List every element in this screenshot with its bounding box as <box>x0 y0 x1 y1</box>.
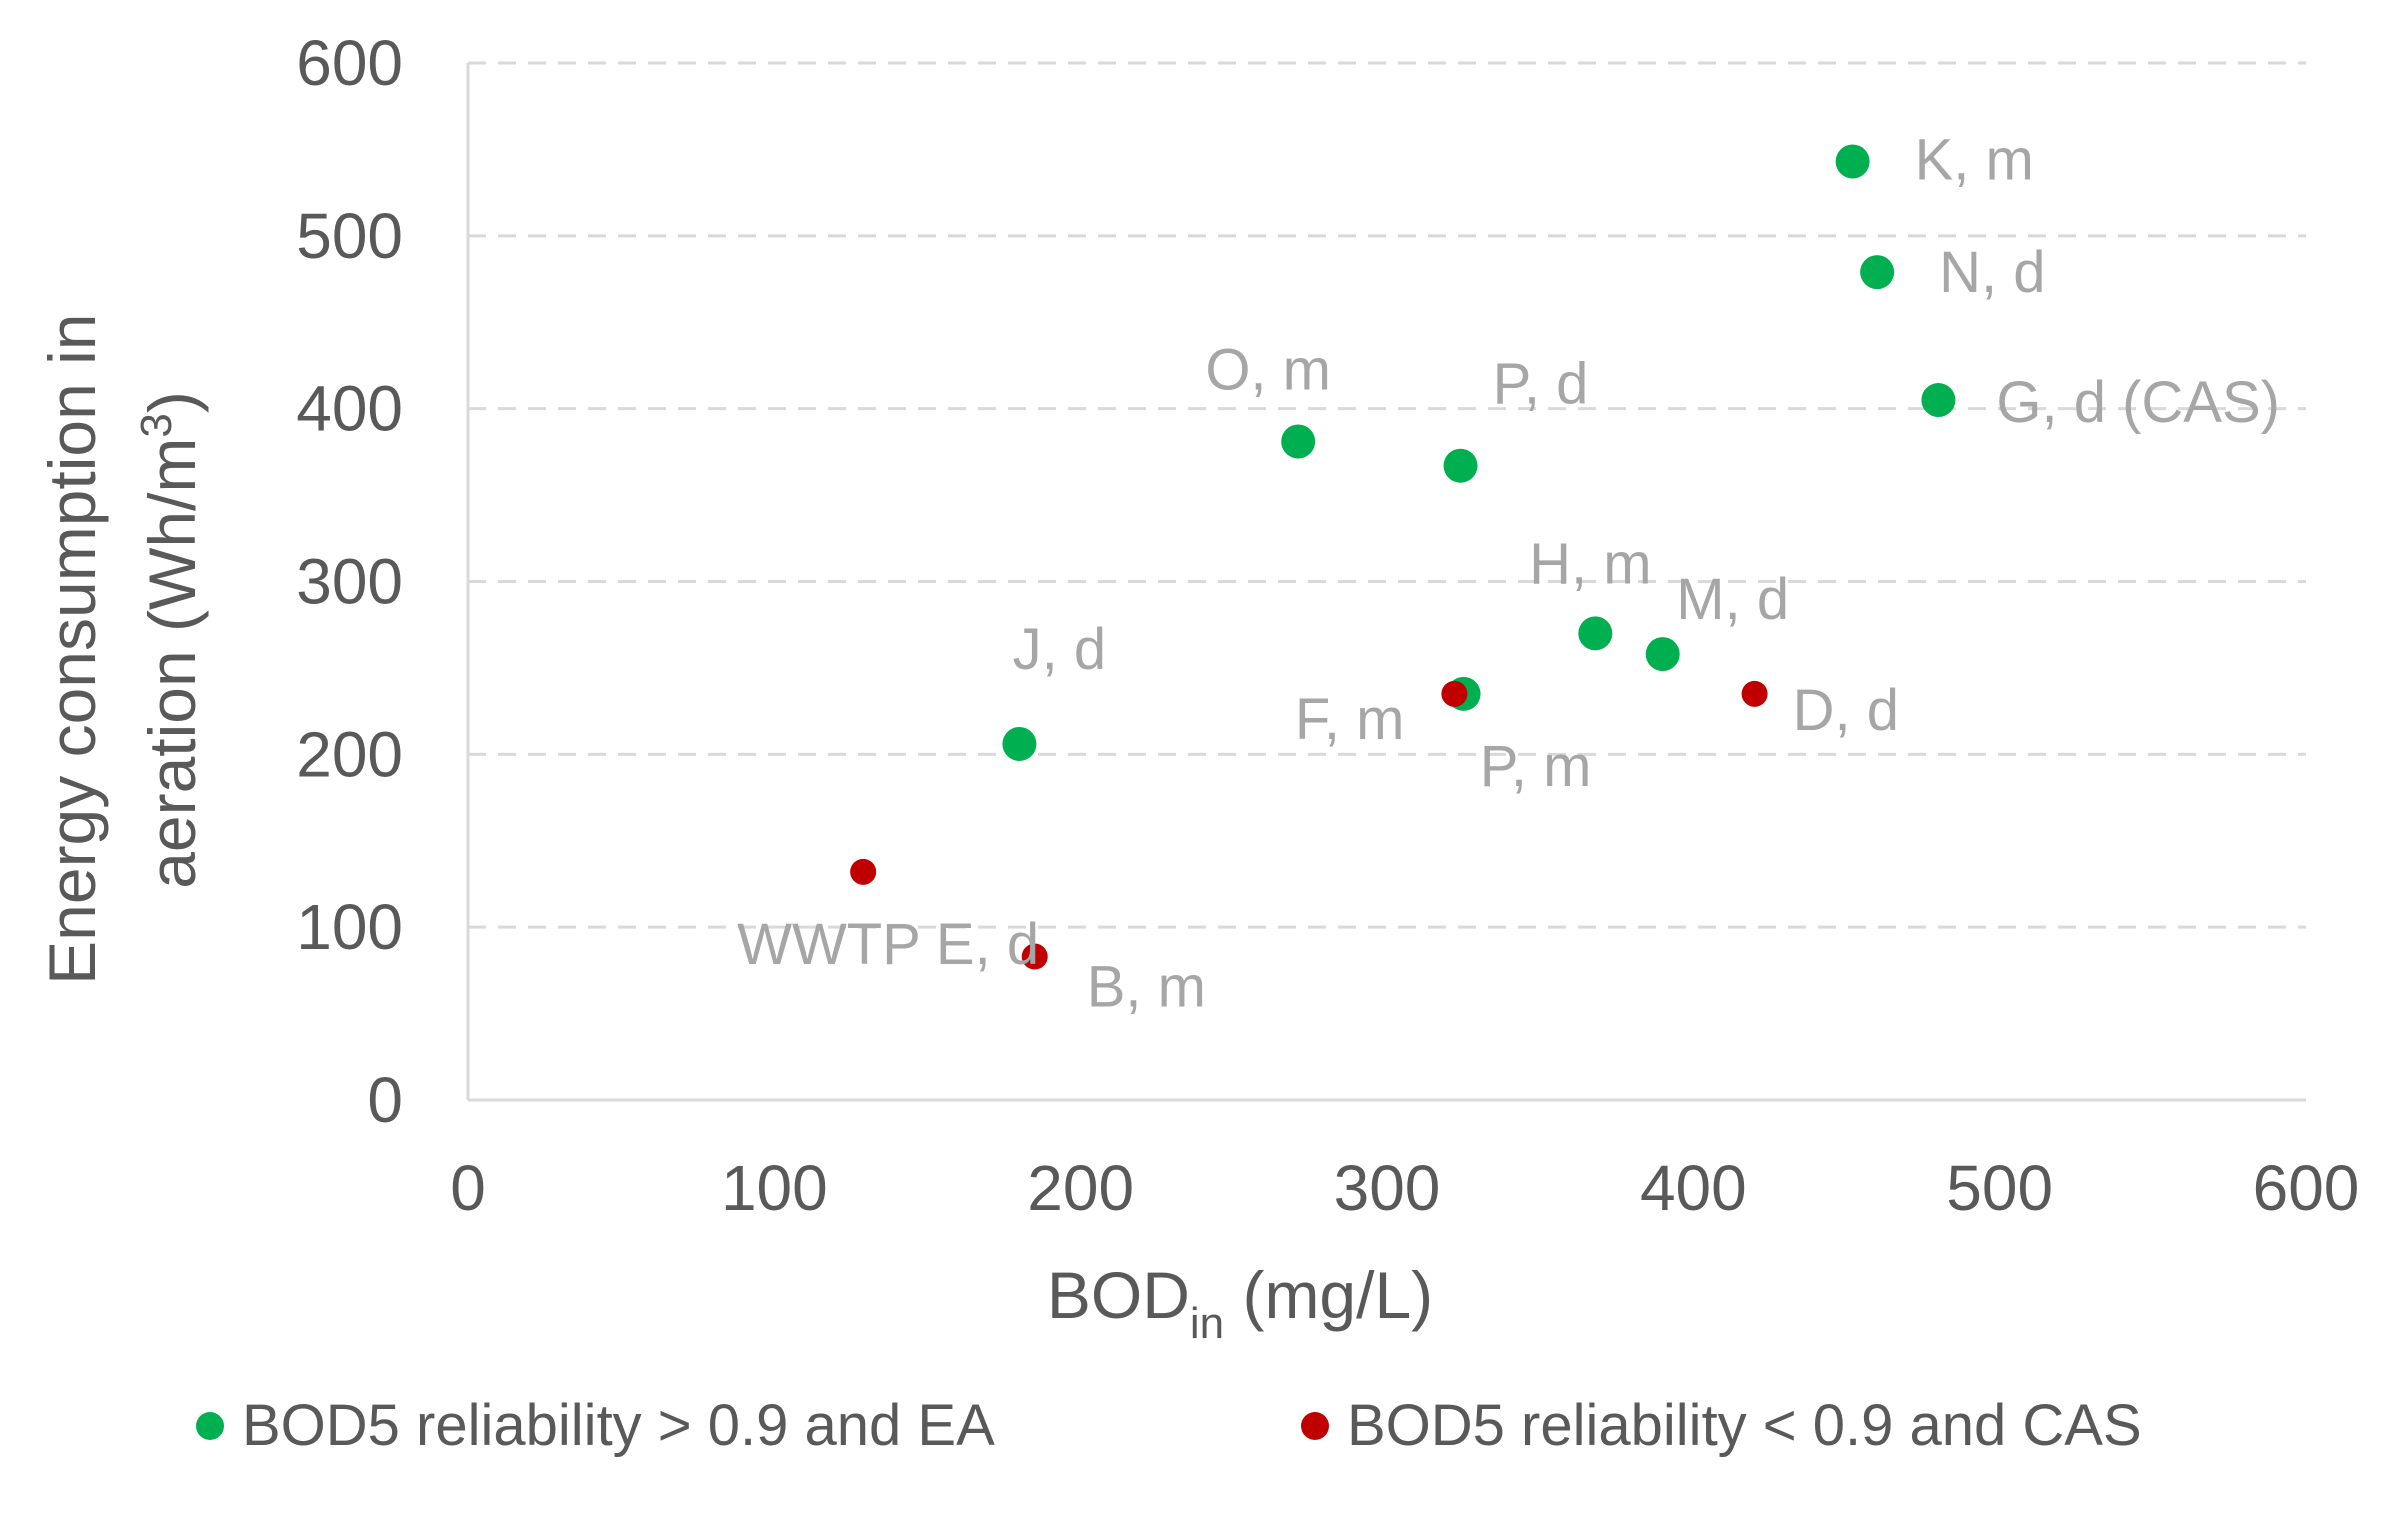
y-tick-label: 0 <box>367 1064 403 1136</box>
data-label: J, d <box>1013 617 1107 682</box>
gridlines <box>468 61 2306 929</box>
legend: BOD5 reliability > 0.9 and EA BOD5 reliab… <box>196 1393 2142 1458</box>
x-tick-label: 100 <box>721 1152 828 1224</box>
axes <box>466 63 2306 1102</box>
legend-marker <box>196 1412 224 1440</box>
data-point <box>1645 637 1680 672</box>
data-point <box>1741 680 1768 707</box>
y-tick-label: 300 <box>296 546 403 618</box>
legend-label: BOD5 reliability < 0.9 and CAS <box>1347 1393 2142 1458</box>
x-tick-label: 400 <box>1640 1152 1747 1224</box>
data-markers <box>850 144 1956 970</box>
data-point <box>1578 616 1613 651</box>
x-tick-label: 500 <box>1946 1152 2053 1224</box>
x-tick-label: 0 <box>450 1152 486 1224</box>
x-tick-label: 200 <box>1027 1152 1134 1224</box>
data-label: G, d (CAS) <box>1996 370 2280 435</box>
data-point <box>1443 448 1478 483</box>
y-tick-label: 500 <box>296 200 403 272</box>
data-label: B, m <box>1087 955 1206 1020</box>
y-tick-label: 600 <box>296 27 403 99</box>
data-label: P, d <box>1493 352 1589 417</box>
legend-item: BOD5 reliability > 0.9 and EA <box>196 1393 995 1458</box>
data-point <box>1281 424 1316 459</box>
data-point <box>1860 255 1895 290</box>
data-label: P, m <box>1480 734 1592 799</box>
data-label: WWTP E, d <box>737 912 1039 977</box>
legend-item: BOD5 reliability < 0.9 and CAS <box>1301 1393 2142 1458</box>
data-labels: K, m N, d G, d (CAS) O, m P, d H, m M, d P, m J,… <box>737 128 2280 1020</box>
y-axis-title-line1: Energy consumption in <box>35 313 109 984</box>
y-tick-label: 200 <box>296 718 403 790</box>
data-point <box>1002 726 1037 761</box>
x-axis-title: BODin (mg/L) <box>1047 1258 1433 1348</box>
legend-marker <box>1301 1412 1329 1440</box>
data-point <box>1441 680 1468 707</box>
data-label: N, d <box>1939 240 2045 305</box>
data-label: O, m <box>1205 338 1331 403</box>
y-tick-label: 400 <box>296 373 403 445</box>
data-point <box>1835 144 1870 179</box>
tick-labels: 0 100 200 300 400 500 600 0 100 200 300 400 500 600 <box>296 27 2359 1224</box>
y-tick-label: 100 <box>296 891 403 963</box>
x-tick-label: 300 <box>1334 1152 1441 1224</box>
data-label: M, d <box>1676 567 1789 632</box>
data-label: D, d <box>1793 678 1899 743</box>
y-axis-title: Energy consumption in aeration (Wh/m3) <box>35 295 209 985</box>
data-label: H, m <box>1529 531 1651 596</box>
data-label: K, m <box>1915 128 2034 193</box>
y-axis-title-line2: aeration (Wh/m3) <box>132 391 209 889</box>
data-point <box>1021 943 1048 970</box>
legend-label: BOD5 reliability > 0.9 and EA <box>242 1393 995 1458</box>
data-point <box>1921 383 1956 418</box>
data-label: F, m <box>1295 687 1405 752</box>
x-tick-label: 600 <box>2253 1152 2360 1224</box>
data-point <box>850 858 877 885</box>
